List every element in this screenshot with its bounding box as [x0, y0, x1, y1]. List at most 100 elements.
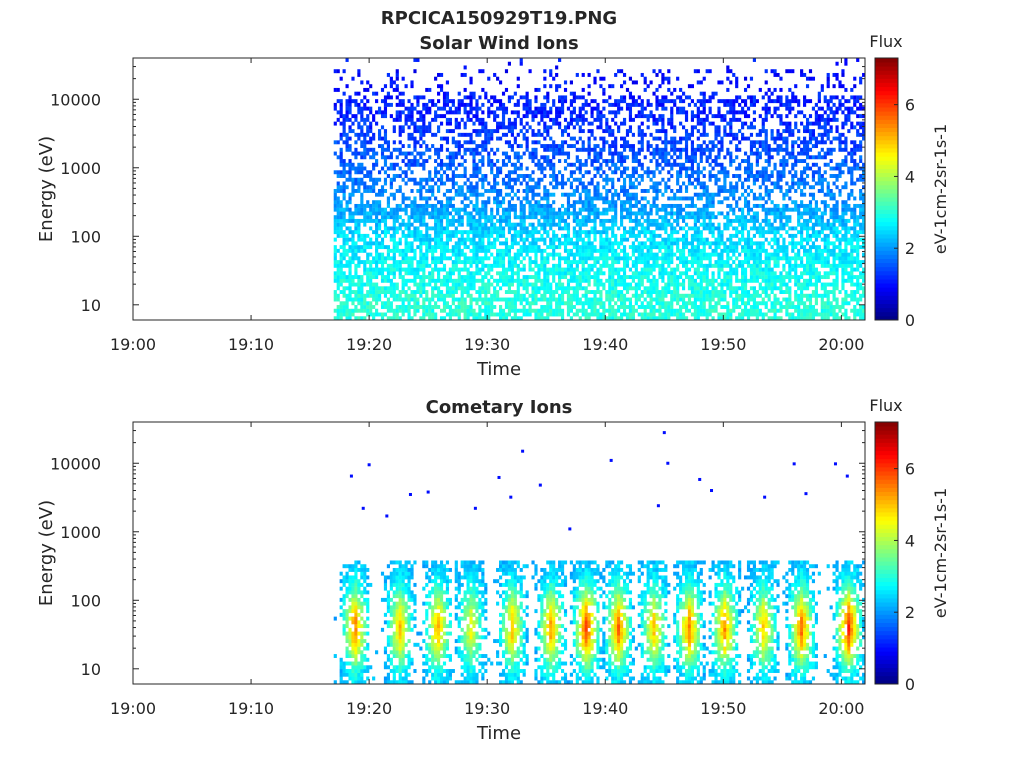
heatmap-cell	[348, 196, 352, 201]
heatmap-cell	[487, 316, 491, 321]
heatmap-cell	[339, 170, 343, 175]
heatmap-cell	[670, 297, 674, 302]
heatmap-cell	[696, 99, 700, 104]
heatmap-cell	[705, 196, 709, 201]
heatmap-cell	[380, 147, 385, 152]
heatmap-cell	[661, 290, 665, 294]
heatmap-cell	[605, 237, 609, 242]
heatmap-cell	[469, 297, 473, 302]
heatmap-cell	[496, 211, 500, 216]
heatmap-cell	[413, 233, 417, 238]
heatmap-cell	[525, 200, 529, 205]
heatmap-cell	[463, 207, 467, 212]
heatmap-cell	[705, 278, 709, 283]
heatmap-cell	[339, 256, 343, 261]
heatmap-cell	[667, 260, 671, 265]
heatmap-cell	[696, 106, 700, 111]
heatmap-cell	[380, 87, 385, 92]
heatmap-cell	[513, 211, 517, 216]
heatmap-cell	[587, 102, 591, 107]
heatmap-cell	[596, 114, 600, 119]
heatmap-cell	[602, 185, 606, 190]
heatmap-cell	[546, 162, 550, 167]
heatmap-cell	[687, 267, 692, 272]
heatmap-cell	[360, 237, 364, 242]
heatmap-cell	[439, 211, 444, 216]
heatmap-cell	[708, 140, 712, 145]
heatmap-cell	[439, 308, 444, 313]
heatmap-cell	[345, 136, 349, 141]
heatmap-cell	[448, 271, 452, 276]
heatmap-cell	[484, 200, 488, 205]
heatmap-cell	[599, 237, 603, 242]
heatmap-cell	[475, 162, 479, 167]
heatmap-cell	[693, 237, 697, 242]
heatmap-cell	[425, 222, 429, 227]
heatmap-cell	[516, 293, 520, 298]
heatmap-cell	[640, 136, 644, 141]
heatmap-cell	[333, 263, 337, 268]
heatmap-cell	[395, 308, 399, 313]
heatmap-cell	[478, 286, 482, 291]
heatmap-cell	[640, 129, 644, 134]
heatmap-cell	[463, 286, 467, 291]
heatmap-cell	[392, 316, 396, 321]
heatmap-cell	[558, 218, 562, 223]
heatmap-cell	[439, 177, 444, 182]
heatmap-cell	[377, 245, 382, 250]
heatmap-cell	[493, 230, 497, 235]
heatmap-cell	[363, 121, 367, 126]
heatmap-cell	[679, 166, 683, 171]
heatmap-cell	[637, 241, 641, 246]
heatmap-cell	[460, 260, 464, 265]
heatmap-cell	[413, 267, 417, 272]
heatmap-cell	[425, 308, 429, 313]
heatmap-cell	[566, 252, 571, 257]
heatmap-cell	[593, 312, 597, 317]
heatmap-cell	[714, 308, 718, 313]
heatmap-cell	[670, 237, 674, 242]
heatmap-cell	[445, 200, 450, 205]
heatmap-cell	[395, 76, 399, 81]
heatmap-cell	[419, 218, 423, 223]
heatmap-cell	[493, 260, 497, 265]
heatmap-cell	[552, 102, 556, 107]
heatmap-cell	[584, 222, 588, 227]
heatmap-cell	[649, 297, 653, 302]
heatmap-cell	[416, 181, 420, 186]
heatmap-cell	[643, 252, 647, 257]
heatmap-cell	[590, 256, 594, 261]
heatmap-cell	[596, 69, 600, 74]
heatmap-cell	[410, 121, 414, 126]
heatmap-cell	[522, 263, 526, 268]
heatmap-cell	[555, 114, 559, 119]
heatmap-cell	[410, 211, 414, 216]
heatmap-cell	[711, 286, 715, 291]
heatmap-cell	[537, 110, 541, 115]
heatmap-cell	[493, 297, 497, 302]
heatmap-cell	[652, 241, 656, 246]
heatmap-cell	[581, 271, 585, 276]
heatmap-cell	[333, 203, 337, 208]
heatmap-cell	[631, 278, 635, 283]
heatmap-cell	[522, 256, 526, 261]
heatmap-cell	[696, 267, 700, 272]
heatmap-cell	[646, 293, 650, 298]
heatmap-cell	[496, 218, 500, 223]
heatmap-cell	[643, 226, 647, 231]
heatmap-cell	[380, 166, 385, 171]
heatmap-cell	[513, 203, 517, 208]
heatmap-cell	[705, 200, 709, 205]
heatmap-cell	[422, 278, 426, 283]
heatmap-cell	[634, 196, 638, 201]
heatmap-cell	[534, 192, 538, 197]
heatmap-cell	[684, 293, 689, 298]
heatmap-cell	[581, 114, 585, 119]
heatmap-cell	[398, 237, 402, 242]
heatmap-cell	[682, 241, 686, 246]
heatmap-cell	[369, 293, 373, 298]
heatmap-cell	[575, 293, 579, 298]
heatmap-cell	[516, 297, 520, 302]
heatmap-cell	[525, 129, 529, 134]
heatmap-cell	[380, 260, 385, 265]
